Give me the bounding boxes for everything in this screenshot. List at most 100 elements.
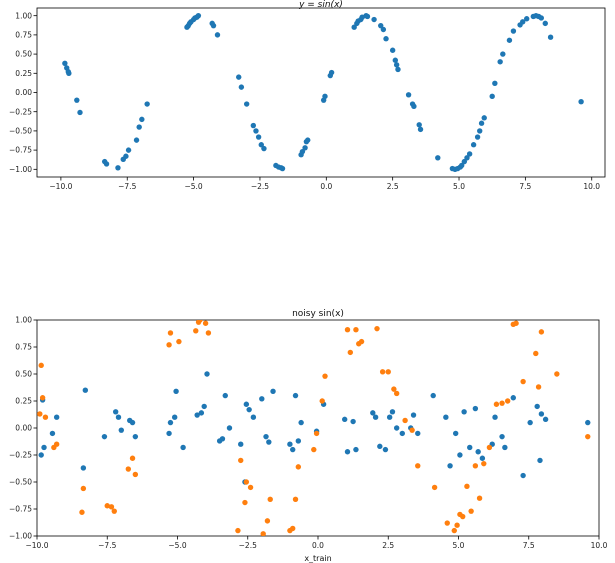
data-point <box>66 70 72 76</box>
data-point <box>214 32 221 38</box>
data-point <box>443 414 449 420</box>
data-point <box>454 522 460 528</box>
data-point <box>319 398 325 404</box>
data-point <box>115 165 121 171</box>
data-point <box>538 15 544 21</box>
data-point <box>492 414 498 420</box>
data-point <box>399 430 405 437</box>
data-point <box>358 338 365 345</box>
data-point <box>478 120 485 126</box>
data-point <box>41 444 47 451</box>
data-point <box>468 508 474 514</box>
y-tick-label: −0.50 <box>9 127 32 136</box>
data-point <box>378 22 384 29</box>
data-point <box>166 430 172 437</box>
chart-title: noisy sin(x) <box>292 309 344 319</box>
data-point <box>261 145 267 152</box>
x-tick-label: 2.5 <box>382 541 394 550</box>
data-point <box>510 395 516 401</box>
data-point <box>481 460 487 467</box>
data-point <box>219 436 226 442</box>
data-point <box>502 444 508 451</box>
data-point <box>287 441 293 447</box>
data-point <box>350 418 356 425</box>
data-point <box>472 405 479 412</box>
data-point <box>461 158 468 165</box>
data-point <box>267 496 273 502</box>
data-point <box>476 495 483 501</box>
data-point <box>243 101 250 107</box>
data-point <box>466 151 473 157</box>
y-tick-label: 1.00 <box>15 11 32 20</box>
data-point <box>520 472 526 479</box>
y-tick-label: −1.00 <box>9 165 32 174</box>
data-point <box>139 116 145 123</box>
data-point <box>382 446 389 453</box>
data-point <box>195 12 202 19</box>
data-point <box>538 329 545 335</box>
data-point <box>210 22 217 29</box>
y-tick-label: 0.50 <box>15 370 32 379</box>
data-point <box>392 57 399 63</box>
data-point <box>302 145 308 151</box>
data-point <box>264 518 271 524</box>
data-point <box>108 504 115 510</box>
data-point <box>351 24 357 30</box>
data-point <box>409 427 415 433</box>
data-point <box>80 465 87 471</box>
data-point <box>500 51 506 57</box>
data-point <box>537 457 543 464</box>
data-point <box>510 28 517 34</box>
data-point <box>202 320 209 326</box>
data-point <box>467 444 473 451</box>
data-point <box>489 93 495 100</box>
data-point <box>341 416 348 423</box>
data-point <box>266 439 272 445</box>
x-tick-label: −5.0 <box>168 541 186 550</box>
data-point <box>431 484 438 491</box>
x-tick-label: 10.0 <box>591 541 608 550</box>
data-point <box>125 147 132 153</box>
data-point <box>238 457 244 464</box>
data-point <box>535 384 542 390</box>
y-tick-label: 0.25 <box>15 397 32 406</box>
data-point <box>37 411 43 417</box>
data-point <box>77 109 83 116</box>
y-tick-label: −0.75 <box>9 505 32 514</box>
data-point <box>144 101 150 107</box>
x-tick-label: −7.5 <box>118 182 136 191</box>
data-point <box>242 499 248 506</box>
x-tick-label: 0.0 <box>312 541 324 550</box>
x-tick-label: 5.0 <box>453 182 465 191</box>
data-point <box>198 410 205 416</box>
data-point <box>132 433 139 440</box>
data-point <box>460 513 466 520</box>
data-point <box>344 449 351 455</box>
data-point <box>372 414 379 420</box>
data-point <box>513 320 519 326</box>
noisy-sin-chart: −10.0 −7.5 −5.0 −2.5 0.0 2.5 5.0 7.5 10.0 1.00 0.7… <box>9 309 608 563</box>
data-point <box>389 409 396 415</box>
data-point <box>238 84 245 90</box>
data-point <box>173 388 179 394</box>
data-point <box>176 338 182 345</box>
data-point <box>533 350 539 357</box>
data-point <box>258 142 264 148</box>
data-point <box>464 155 470 161</box>
data-point <box>222 392 228 399</box>
data-point <box>197 320 203 323</box>
data-point <box>415 463 421 469</box>
data-point <box>386 414 393 420</box>
data-point <box>171 414 178 420</box>
y-tick-label: 1.00 <box>15 316 32 325</box>
data-point <box>298 419 304 426</box>
points-layer <box>37 320 591 536</box>
x-axis-label: x_train <box>304 554 331 563</box>
data-point <box>104 503 110 509</box>
data-point <box>290 446 296 453</box>
data-point <box>347 349 354 356</box>
data-point <box>393 425 400 431</box>
x-tick-label: −10.0 <box>26 541 49 550</box>
data-point <box>492 80 498 86</box>
data-point <box>410 412 417 418</box>
